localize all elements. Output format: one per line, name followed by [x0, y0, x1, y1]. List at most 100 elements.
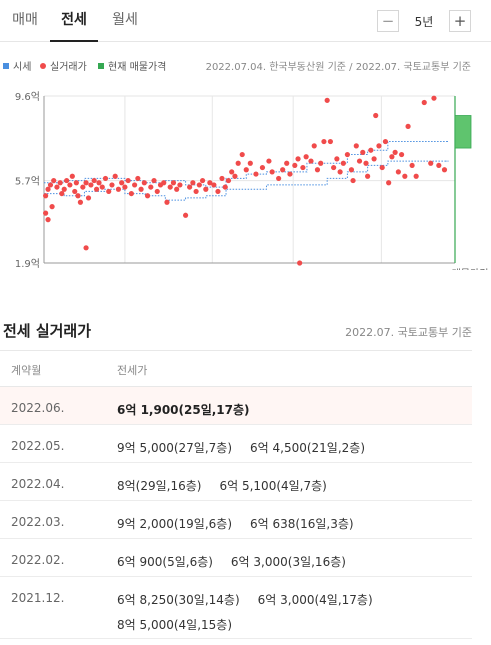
- actual-deal-point[interactable]: [122, 184, 128, 190]
- actual-deal-point[interactable]: [219, 175, 225, 182]
- actual-deal-point[interactable]: [161, 180, 167, 186]
- actual-deal-point[interactable]: [106, 188, 112, 195]
- actual-deal-point[interactable]: [80, 184, 86, 190]
- actual-deal-point[interactable]: [170, 180, 177, 186]
- actual-deal-point[interactable]: [413, 173, 419, 179]
- actual-deal-point[interactable]: [75, 193, 81, 199]
- actual-deal-point[interactable]: [59, 190, 65, 197]
- actual-deal-point[interactable]: [300, 164, 306, 171]
- actual-deal-point[interactable]: [187, 184, 193, 190]
- actual-deal-point[interactable]: [207, 180, 213, 186]
- actual-deal-point[interactable]: [314, 167, 321, 173]
- actual-deal-point[interactable]: [431, 95, 437, 101]
- actual-deal-point[interactable]: [324, 97, 330, 103]
- actual-deal-point[interactable]: [61, 186, 67, 192]
- actual-deal-point[interactable]: [436, 162, 442, 169]
- actual-deal-point[interactable]: [235, 160, 241, 166]
- actual-deal-point[interactable]: [57, 180, 63, 186]
- tab-monthly-rent[interactable]: 월세: [112, 12, 138, 28]
- actual-deal-point[interactable]: [232, 173, 238, 179]
- actual-deal-point[interactable]: [331, 164, 337, 171]
- actual-deal-point[interactable]: [49, 204, 55, 210]
- actual-deal-point[interactable]: [112, 173, 118, 179]
- actual-deal-point[interactable]: [386, 180, 392, 186]
- actual-deal-point[interactable]: [45, 217, 51, 223]
- actual-deal-point[interactable]: [91, 177, 97, 184]
- actual-deal-point[interactable]: [132, 182, 138, 188]
- current-listing-range[interactable]: [454, 115, 472, 149]
- actual-deal-point[interactable]: [138, 186, 144, 192]
- actual-deal-point[interactable]: [193, 188, 199, 195]
- actual-deal-point[interactable]: [337, 169, 343, 175]
- actual-deal-point[interactable]: [47, 182, 54, 188]
- actual-deal-point[interactable]: [428, 160, 434, 166]
- actual-deal-point[interactable]: [253, 171, 259, 177]
- actual-deal-point[interactable]: [215, 188, 221, 195]
- actual-deal-point[interactable]: [409, 162, 415, 169]
- actual-deal-point[interactable]: [389, 154, 395, 160]
- actual-deal-point[interactable]: [141, 180, 147, 186]
- actual-deal-point[interactable]: [292, 162, 298, 169]
- actual-deal-point[interactable]: [196, 182, 202, 188]
- actual-deal-point[interactable]: [340, 160, 346, 166]
- actual-deal-point[interactable]: [199, 177, 206, 184]
- actual-deal-point[interactable]: [297, 260, 303, 266]
- actual-deal-point[interactable]: [211, 182, 217, 188]
- actual-deal-point[interactable]: [327, 138, 334, 145]
- actual-deal-point[interactable]: [125, 177, 131, 184]
- actual-deal-point[interactable]: [259, 164, 266, 171]
- actual-deal-point[interactable]: [280, 167, 286, 173]
- actual-deal-point[interactable]: [225, 177, 232, 184]
- actual-deal-point[interactable]: [77, 199, 84, 205]
- actual-deal-point[interactable]: [102, 175, 109, 182]
- actual-deal-point[interactable]: [177, 182, 183, 188]
- actual-deal-point[interactable]: [43, 193, 49, 199]
- actual-deal-point[interactable]: [363, 160, 369, 166]
- actual-deal-point[interactable]: [266, 158, 272, 164]
- actual-deal-point[interactable]: [360, 149, 366, 155]
- actual-deal-point[interactable]: [353, 143, 359, 149]
- actual-deal-point[interactable]: [368, 147, 374, 153]
- actual-deal-point[interactable]: [303, 154, 309, 160]
- actual-deal-point[interactable]: [243, 167, 249, 173]
- actual-deal-point[interactable]: [88, 182, 94, 188]
- tab-jeonse[interactable]: 전세: [50, 0, 98, 42]
- actual-deal-point[interactable]: [154, 188, 160, 195]
- actual-deal-point[interactable]: [45, 186, 51, 192]
- actual-deal-point[interactable]: [229, 169, 235, 175]
- actual-deal-point[interactable]: [269, 169, 275, 175]
- tab-sale[interactable]: 매매: [12, 12, 38, 28]
- actual-deal-point[interactable]: [421, 99, 427, 106]
- actual-deal-point[interactable]: [83, 245, 89, 251]
- actual-deal-point[interactable]: [148, 184, 154, 190]
- actual-deal-point[interactable]: [99, 184, 105, 190]
- actual-deal-point[interactable]: [109, 182, 115, 188]
- actual-deal-point[interactable]: [365, 173, 371, 179]
- actual-deal-point[interactable]: [287, 171, 293, 177]
- actual-deal-point[interactable]: [284, 160, 290, 166]
- actual-deal-point[interactable]: [311, 143, 317, 149]
- period-increase-button[interactable]: +: [449, 10, 471, 32]
- actual-deal-point[interactable]: [222, 184, 228, 190]
- actual-deal-point[interactable]: [164, 199, 170, 205]
- actual-deal-point[interactable]: [128, 190, 134, 197]
- actual-deal-point[interactable]: [356, 158, 363, 164]
- actual-deal-point[interactable]: [96, 180, 102, 186]
- actual-deal-point[interactable]: [174, 186, 180, 192]
- actual-deal-point[interactable]: [348, 167, 355, 173]
- actual-deal-point[interactable]: [73, 180, 79, 186]
- actual-deal-point[interactable]: [405, 123, 411, 129]
- actual-deal-point[interactable]: [115, 186, 122, 192]
- actual-deal-point[interactable]: [69, 173, 75, 179]
- actual-deal-point[interactable]: [144, 193, 151, 199]
- actual-deal-point[interactable]: [190, 180, 196, 186]
- actual-deal-point[interactable]: [151, 177, 157, 184]
- actual-deal-point[interactable]: [373, 112, 379, 119]
- actual-deal-point[interactable]: [350, 177, 356, 184]
- actual-deal-point[interactable]: [379, 164, 385, 171]
- actual-deal-point[interactable]: [135, 175, 141, 182]
- actual-deal-point[interactable]: [64, 177, 70, 184]
- actual-deal-point[interactable]: [167, 184, 173, 190]
- actual-deal-point[interactable]: [247, 160, 253, 166]
- actual-deal-point[interactable]: [308, 158, 314, 164]
